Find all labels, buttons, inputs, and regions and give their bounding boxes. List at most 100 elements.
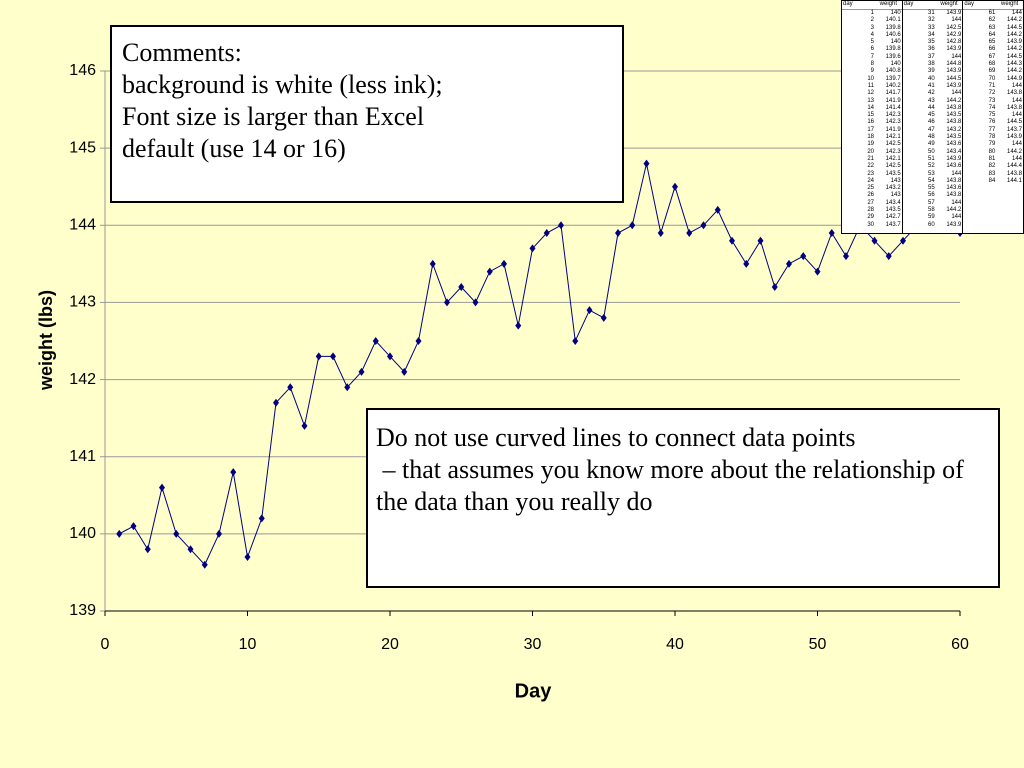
weight-cell: 143.8 (946, 119, 962, 126)
table-row: 55 143.6 (903, 185, 963, 192)
day-cell: 7 (870, 53, 874, 60)
data-point (729, 236, 735, 245)
table-row: 35 142.8 (903, 39, 963, 46)
table-row: 42 144 (903, 90, 963, 97)
day-cell: 51 (927, 155, 935, 162)
day-cell: 76 (988, 119, 996, 126)
day-cell: 81 (988, 155, 996, 162)
table-row: 1 140 (842, 10, 902, 17)
weight-cell: 142.8 (946, 39, 962, 46)
data-point (116, 529, 123, 538)
weight-cell: 143.2 (946, 126, 962, 133)
day-cell: 27 (867, 199, 874, 206)
weight-cell: 143.9 (946, 82, 962, 89)
table-row: 80 144.2 (963, 149, 1023, 156)
header-cell: weight (940, 1, 958, 7)
day-cell: 36 (927, 46, 935, 53)
data-point (786, 259, 792, 268)
day-cell: 16 (867, 119, 874, 126)
day-cell: 49 (927, 141, 935, 148)
day-cell: 41 (927, 82, 935, 89)
weight-cell: 144.9 (1007, 75, 1023, 82)
table-row: 57 144 (903, 200, 963, 207)
data-point (486, 267, 493, 276)
table-row: 52 143.6 (903, 163, 963, 170)
y-tick-label: 142 (69, 371, 96, 388)
day-cell: 46 (927, 119, 935, 126)
day-cell: 47 (927, 126, 935, 133)
day-cell: 71 (988, 82, 996, 89)
day-cell: 62 (988, 17, 996, 24)
data-point (472, 298, 479, 307)
table-row: 32 144 (903, 17, 963, 24)
data-point (900, 236, 906, 245)
day-cell: 66 (988, 46, 996, 53)
table-row: 49 143.6 (903, 141, 963, 148)
x-axis-title: Day (515, 680, 553, 702)
day-cell: 24 (867, 177, 874, 184)
day-cell: 11 (867, 82, 874, 89)
data-point (244, 553, 251, 561)
data-table: day weight 1 140 2 140.1 3 139.8 4 140.6 5 140 6 139.… (841, 0, 1024, 234)
table-row: 67 144.5 (963, 54, 1023, 61)
day-cell: 33 (927, 24, 935, 31)
data-point (429, 259, 436, 268)
data-point (572, 337, 579, 345)
weight-cell: 143.9 (1007, 39, 1023, 46)
table-row: 36 143.9 (903, 46, 963, 53)
weight-cell: 143.5 (885, 207, 901, 214)
table-row: 76 144.5 (963, 119, 1023, 126)
weight-cell: 143.8 (946, 177, 962, 184)
weight-cell: 142.5 (885, 141, 901, 148)
day-cell: 40 (927, 75, 935, 82)
table-row: 16 142.3 (842, 119, 902, 126)
weight-cell: 139.8 (885, 24, 901, 31)
y-tick-label: 143 (69, 294, 96, 311)
weight-cell: 143.8 (1007, 90, 1023, 97)
weight-cell: 143.8 (946, 192, 962, 199)
y-tick-label: 139 (69, 602, 96, 619)
table-row: 33 142.5 (903, 25, 963, 32)
data-point (230, 468, 237, 477)
table-row: 53 144 (903, 171, 963, 178)
table-row: 75 144 (963, 112, 1023, 119)
table-row: 15 142.3 (842, 112, 902, 119)
table-row: 44 143.8 (903, 105, 963, 112)
table-row: 84 144.1 (963, 178, 1023, 185)
table-row: 58 144.2 (903, 207, 963, 214)
table-row: 64 144.2 (963, 32, 1023, 39)
x-tick-label: 10 (239, 636, 257, 653)
data-point (757, 236, 764, 245)
day-cell: 10 (867, 75, 874, 82)
table-row: 14 141.4 (842, 105, 902, 112)
weight-cell: 144.2 (946, 207, 962, 214)
data-point (600, 313, 607, 322)
data-point (159, 483, 165, 492)
data-point (885, 252, 892, 261)
data-point (187, 545, 194, 554)
weight-cell: 143.5 (946, 112, 962, 119)
table-row: 40 144.5 (903, 76, 963, 83)
day-cell: 50 (927, 148, 935, 155)
data-point (344, 383, 351, 392)
weight-cell: 143.8 (1007, 170, 1023, 177)
table-row: 46 143.8 (903, 119, 963, 126)
table-row: 10 139.7 (842, 76, 902, 83)
comment-line: Font size is larger than Excel (122, 102, 425, 131)
table-row: 71 144 (963, 83, 1023, 90)
data-point (814, 267, 821, 276)
day-cell: 9 (870, 68, 874, 75)
weight-cell: 143.5 (885, 170, 901, 177)
x-tick-label: 20 (381, 636, 399, 653)
data-point (501, 259, 507, 268)
weight-cell: 144.3 (1007, 61, 1023, 68)
weight-cell: 143.8 (1007, 104, 1023, 111)
data-point (543, 229, 550, 237)
weight-cell: 139.7 (885, 75, 901, 82)
note-paragraph: – that assumes you know more about the r… (376, 455, 971, 516)
table-row: 31 143.9 (903, 10, 963, 17)
weight-cell: 143.9 (946, 68, 962, 75)
weight-cell: 140.6 (885, 31, 901, 38)
table-row: 9 140.8 (842, 68, 902, 75)
day-cell: 55 (927, 185, 935, 192)
